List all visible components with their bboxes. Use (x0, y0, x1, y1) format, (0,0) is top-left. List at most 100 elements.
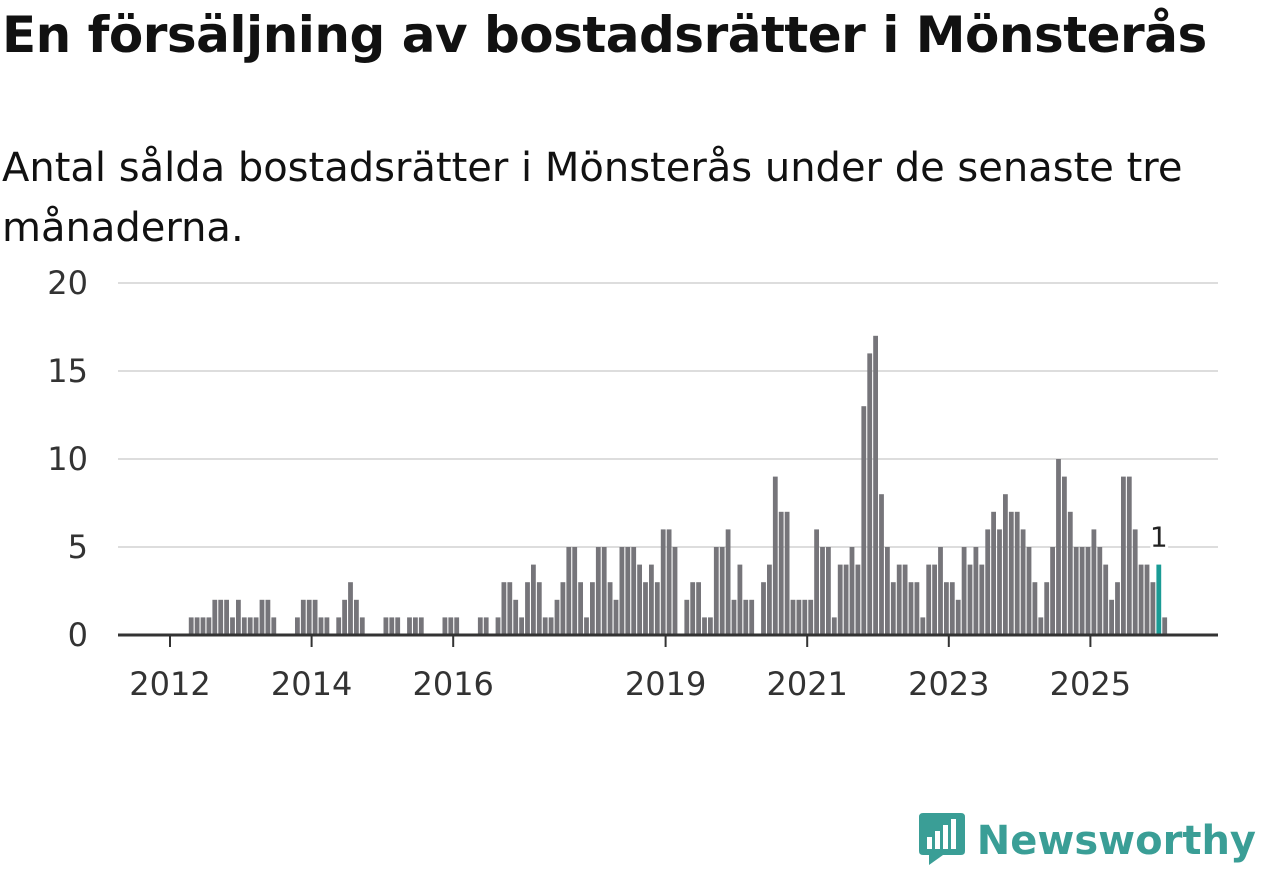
bar (997, 529, 1002, 635)
bar (224, 599, 229, 635)
bar (749, 599, 755, 635)
bar (920, 617, 926, 635)
bar (938, 547, 943, 635)
bar (271, 617, 277, 635)
bar (259, 599, 265, 635)
x-axis-ticks: 2012 2014 2016 2019 2021 2023 2025 (129, 635, 1131, 703)
bar (1132, 529, 1138, 635)
bar (1126, 476, 1132, 635)
bar (737, 564, 743, 635)
bar (672, 547, 678, 635)
bar (230, 617, 235, 635)
bar (637, 564, 642, 635)
bar (684, 599, 690, 635)
bar (454, 617, 460, 635)
bar (613, 599, 619, 635)
bar (318, 617, 324, 635)
bar (778, 511, 784, 635)
newsworthy-logo-icon (917, 811, 967, 871)
bar (967, 564, 973, 635)
bar (1038, 617, 1044, 635)
bar (814, 529, 819, 635)
bar (631, 547, 637, 635)
bar (625, 547, 631, 635)
bar (837, 564, 843, 635)
bar (690, 582, 696, 635)
bar (525, 582, 530, 635)
bar (1079, 547, 1085, 635)
bar (1003, 494, 1008, 635)
y-tick-label: 10 (47, 440, 88, 478)
bar (1085, 547, 1091, 635)
bar (477, 617, 483, 635)
bar (1008, 511, 1014, 635)
newsworthy-logo: Newsworthy (917, 811, 1256, 871)
bar (312, 599, 318, 635)
bar (1056, 459, 1061, 635)
bar (200, 617, 206, 635)
bar (1138, 564, 1144, 635)
y-tick-label: 0 (68, 616, 88, 654)
bar (902, 564, 908, 635)
bar (607, 582, 613, 635)
bar (767, 564, 772, 635)
bar (1050, 547, 1055, 635)
y-axis-tick-labels: 0 5 10 15 20 (47, 264, 88, 654)
bar (1115, 582, 1120, 635)
bar (389, 617, 395, 635)
bar (896, 564, 902, 635)
bar (1144, 564, 1150, 635)
data-labels: 1 (1147, 518, 1171, 557)
brand-name: Newsworthy (976, 818, 1256, 864)
bar (548, 617, 554, 635)
bar (236, 599, 241, 635)
bar (761, 582, 766, 635)
x-tick-label: 2016 (412, 665, 493, 703)
bar (843, 564, 849, 635)
bar (654, 582, 660, 635)
bar (879, 494, 884, 635)
x-tick-label: 2012 (129, 665, 210, 703)
bar (985, 529, 991, 635)
highlight-value-label: 1 (1150, 521, 1168, 554)
bar (802, 599, 808, 635)
bar (1150, 582, 1156, 635)
bar (560, 582, 566, 635)
bar (1044, 582, 1050, 635)
bar (973, 547, 979, 635)
bar (619, 547, 625, 635)
x-tick-label: 2021 (766, 665, 847, 703)
y-tick-label: 15 (47, 352, 88, 390)
bar (578, 582, 583, 635)
bar (407, 617, 412, 635)
bar (861, 406, 867, 635)
bar (536, 582, 542, 635)
bar (955, 599, 961, 635)
bar (554, 599, 560, 635)
bar (395, 617, 401, 635)
x-tick-label: 2019 (625, 665, 706, 703)
bar (820, 547, 825, 635)
x-tick-label: 2025 (1050, 665, 1131, 703)
bar (873, 335, 878, 635)
bar (324, 617, 330, 635)
bar (772, 476, 778, 635)
bar (1162, 617, 1168, 635)
bars (188, 335, 1168, 635)
bar (212, 599, 218, 635)
bar (991, 511, 996, 635)
bar (584, 617, 589, 635)
bar (660, 529, 666, 635)
bar (949, 582, 955, 635)
bar (932, 564, 937, 635)
bar (826, 547, 831, 635)
bar (359, 617, 365, 635)
bar (944, 582, 949, 635)
bar (808, 599, 814, 635)
y-tick-label: 20 (47, 264, 88, 302)
bar (300, 599, 306, 635)
bar (796, 599, 802, 635)
bar (784, 511, 790, 635)
bar (188, 617, 194, 635)
bar (265, 599, 271, 635)
